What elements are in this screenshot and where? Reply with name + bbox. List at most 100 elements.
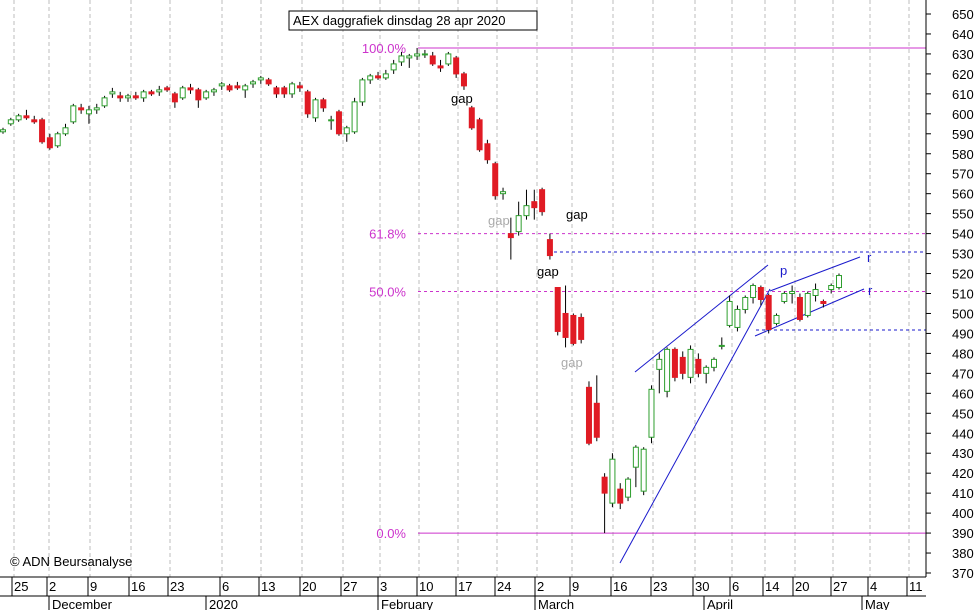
y-tick-label: 370 [952, 566, 974, 581]
x-tick-label: 23 [653, 579, 667, 594]
y-tick-label: 590 [952, 127, 974, 142]
candle-up [421, 53, 428, 56]
annotation-label: gap [451, 91, 473, 106]
candle-down [460, 73, 467, 87]
y-tick-label: 440 [952, 426, 974, 441]
candle-down [335, 111, 342, 135]
x-tick-label: 16 [613, 579, 627, 594]
y-tick-label: 480 [952, 346, 974, 361]
y-tick-label: 520 [952, 267, 974, 282]
candle-down [31, 119, 38, 123]
candle-up [406, 55, 413, 59]
candle-down [226, 85, 233, 91]
trend-line [619, 288, 771, 564]
x-axis: 25 2 9 16 23 6 13 20 27 3 10 17 24 2 9 16 23 30 6 14 20 27 4 11… [0, 576, 926, 610]
x-tick-label: 30 [695, 579, 709, 594]
y-tick-label: 410 [952, 486, 974, 501]
candle-down [296, 85, 303, 89]
month-label: May [865, 597, 890, 610]
title-box [288, 10, 538, 31]
y-tick-label: 560 [952, 187, 974, 202]
candle-up [289, 83, 296, 95]
annotation-label: gap [566, 207, 588, 222]
candle-up [351, 101, 358, 133]
x-tick-label: 25 [14, 579, 28, 594]
candle-up [7, 119, 14, 125]
candle-down [531, 201, 538, 209]
candle-down [187, 87, 194, 91]
candle-down [578, 316, 585, 340]
candle-down [148, 91, 155, 95]
candle-down [585, 386, 592, 444]
candle-down [679, 356, 686, 374]
candle-down [593, 402, 600, 438]
candle-down [437, 65, 444, 69]
candle-up [625, 478, 632, 498]
candle-down [429, 55, 436, 65]
copyright-text: © ADN Beursanalyse [10, 554, 132, 569]
candle-down [234, 85, 241, 89]
candle-up [179, 87, 186, 99]
trend-line [769, 256, 861, 292]
candle-down [78, 107, 85, 111]
annotation-label: p [780, 263, 787, 278]
candle-down [757, 287, 764, 300]
x-tick-label: 14 [765, 579, 779, 594]
annotation-label: r [867, 250, 872, 265]
annotation-label: gap [561, 355, 583, 370]
candle-up [210, 89, 217, 93]
candle-up [812, 289, 819, 296]
y-tick-label: 570 [952, 167, 974, 182]
candle-up [125, 95, 132, 99]
y-tick-label: 640 [952, 27, 974, 42]
x-tick-label: 24 [497, 579, 511, 594]
candle-up [156, 89, 163, 93]
candle-up [648, 388, 655, 438]
candle-down [601, 476, 608, 494]
month-label: December [52, 597, 113, 610]
annotations: gap gap gap gap gap p r r [451, 91, 873, 370]
candle-up [15, 115, 22, 121]
x-tick-label: 9 [90, 579, 97, 594]
candle-up [367, 75, 374, 81]
candle-up [101, 97, 108, 107]
candle-down [562, 312, 569, 338]
candle-down [820, 300, 827, 304]
candle-down [671, 348, 678, 378]
candle-down [617, 488, 624, 504]
candle-up [703, 366, 710, 374]
fibonacci-levels: 100.0% 61.8% 50.0% 0.0% [362, 41, 926, 541]
y-tick-label: 580 [952, 147, 974, 162]
candle-up [242, 85, 249, 91]
month-label: 2020 [209, 597, 238, 610]
candle-up [257, 77, 264, 81]
x-tick-label: 9 [572, 579, 579, 594]
candle-down [539, 189, 546, 213]
candle-up [726, 300, 733, 326]
x-tick-label: 13 [261, 579, 275, 594]
candle-up [828, 285, 835, 291]
candle-down [281, 87, 288, 95]
x-tick-label: 2 [537, 579, 544, 594]
trend-line [634, 264, 769, 373]
candle-down [304, 91, 311, 115]
candle-up [750, 285, 757, 298]
candle-down [171, 93, 178, 103]
candle-down [265, 79, 272, 85]
candle-down [23, 115, 30, 119]
month-label: March [538, 597, 574, 610]
y-tick-label: 380 [952, 546, 974, 561]
fib-label: 50.0% [369, 285, 406, 300]
x-tick-label: 20 [795, 579, 809, 594]
candle-up [656, 358, 663, 370]
candle-up [328, 119, 335, 122]
candle-up [0, 129, 6, 133]
candle-down [554, 287, 561, 332]
y-tick-label: 510 [952, 287, 974, 302]
x-tick-label: 6 [732, 579, 739, 594]
candle-up [742, 296, 749, 310]
candle-up [632, 446, 639, 468]
candle-up [343, 127, 350, 135]
x-tick-label: 27 [833, 579, 847, 594]
